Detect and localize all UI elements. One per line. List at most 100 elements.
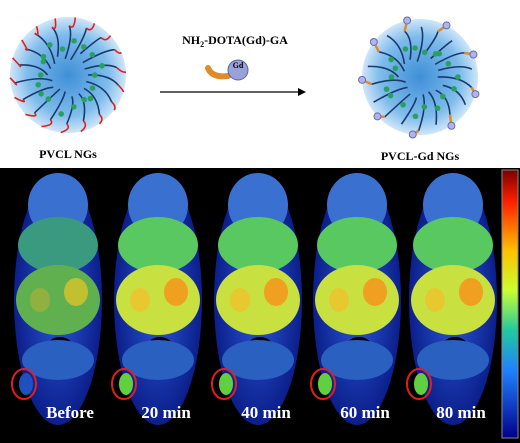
crosslink — [45, 96, 52, 102]
organ — [64, 278, 88, 306]
abdomen — [315, 265, 399, 335]
hotspot — [19, 373, 33, 395]
time-label: 80 min — [436, 403, 486, 422]
chain-end — [100, 35, 112, 41]
crosslink — [47, 42, 53, 48]
gd-atom — [447, 121, 456, 130]
time-label: 20 min — [141, 403, 191, 422]
gd-atom — [403, 16, 412, 25]
crosslink — [81, 96, 88, 103]
colorbar — [501, 169, 519, 439]
polymer-chain — [435, 89, 451, 115]
crosslink — [445, 60, 452, 67]
crosslink — [388, 56, 394, 63]
roi-circle — [11, 368, 37, 400]
time-label: 40 min — [241, 403, 291, 422]
chain-end — [21, 39, 28, 51]
crosslink — [402, 46, 409, 52]
crosslink — [89, 85, 96, 91]
roi-circle — [406, 368, 432, 400]
crosslink — [40, 58, 47, 65]
polymer-chain — [386, 34, 406, 65]
organ — [264, 278, 288, 306]
polymer-chain — [430, 39, 453, 60]
chain-end — [117, 84, 125, 93]
icon-stem — [205, 65, 231, 80]
crosslink — [451, 86, 457, 92]
polymer-chain — [78, 93, 86, 122]
hotspot — [219, 373, 233, 395]
chain-end — [80, 120, 87, 133]
polymer-chain — [22, 86, 54, 101]
polymer-chain — [427, 91, 438, 125]
polymer-chain — [373, 86, 408, 103]
polymer-chain — [438, 65, 473, 72]
chain-end — [110, 101, 116, 111]
chain-end — [12, 57, 22, 68]
thorax — [317, 217, 397, 273]
hotspot — [318, 373, 332, 395]
abdomen — [16, 265, 100, 335]
left-label: PVCL NGs — [39, 147, 97, 161]
gd-atom — [369, 37, 378, 46]
pelvis — [122, 340, 194, 380]
reagent: NH2-DOTA(Gd)-GA — [182, 33, 288, 49]
crosslink — [421, 49, 428, 56]
arrow-head — [298, 88, 306, 96]
crosslink — [412, 45, 418, 51]
polymer-chain — [64, 25, 72, 60]
mri-panels: Before 20 min 40 min 60 min 80 min — [11, 173, 497, 425]
organ — [230, 288, 250, 312]
crosslink — [99, 62, 105, 69]
thorax — [18, 217, 98, 273]
gd-atom — [442, 21, 451, 30]
crosslink — [87, 95, 94, 102]
chain-end — [60, 123, 70, 134]
icon-label: Gd — [233, 61, 244, 70]
crosslink — [35, 81, 42, 88]
thorax — [218, 217, 298, 273]
reagent-sub: 2 — [200, 40, 204, 49]
polymer-chain — [79, 36, 102, 55]
crosslink — [412, 113, 419, 120]
crosslink — [71, 38, 77, 44]
abdomen — [411, 265, 495, 335]
scheme: NH2-DOTA(Gd)-GA Gd PVCL NGs PVCL-Gd NGs — [9, 16, 480, 163]
polymer-chain — [416, 26, 424, 62]
roi-circle — [310, 368, 336, 400]
crosslink — [436, 50, 443, 57]
crosslink — [38, 90, 44, 97]
right-label: PVCL-Gd NGs — [381, 149, 460, 163]
polymer-chain — [70, 27, 88, 61]
organ — [164, 278, 188, 306]
polymer-chain — [49, 91, 66, 121]
icon-gd — [227, 59, 249, 81]
gd-atom — [469, 50, 478, 59]
chain-end — [34, 26, 39, 36]
polymer-chain — [86, 80, 113, 102]
crosslink — [392, 65, 399, 72]
thorax — [118, 217, 198, 273]
gd-atom — [358, 75, 367, 84]
organ — [459, 278, 483, 306]
chain-end — [9, 77, 18, 86]
polymer-chain — [378, 51, 406, 72]
reagent-suffix: -DOTA(Gd)-GA — [204, 33, 288, 47]
abdomen — [216, 265, 300, 335]
crosslink — [387, 92, 394, 99]
hotspot — [414, 373, 428, 395]
pelvis — [222, 340, 294, 380]
crosslink — [91, 72, 98, 78]
chain-end — [41, 119, 53, 128]
chain-end — [14, 96, 26, 103]
crosslink — [440, 93, 446, 100]
polymer-chain — [384, 93, 411, 118]
polymer-chain — [83, 87, 101, 115]
organ — [425, 288, 445, 312]
gd-atom — [373, 112, 382, 121]
polymer-chain — [14, 77, 53, 84]
gd-atom — [408, 130, 417, 139]
crosslink — [421, 104, 428, 110]
chain-end — [68, 17, 77, 28]
